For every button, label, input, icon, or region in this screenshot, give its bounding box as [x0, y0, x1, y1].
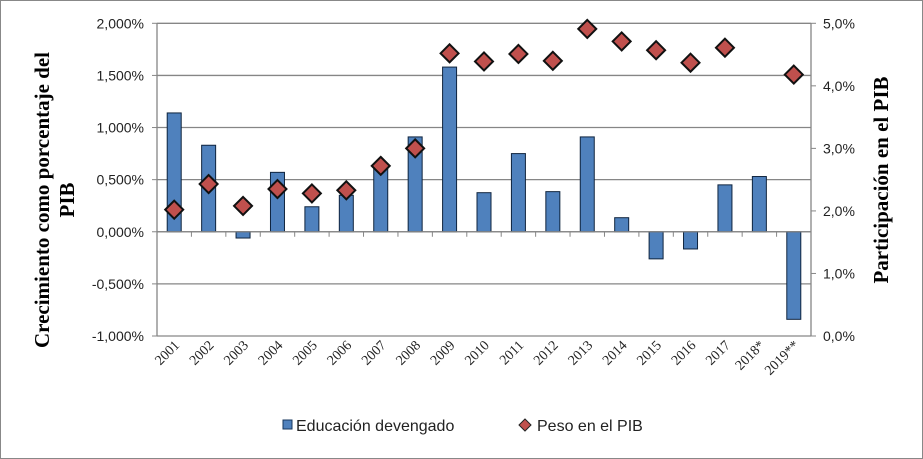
- point-2012: [542, 50, 564, 72]
- point-2005: [301, 182, 323, 204]
- point-2013: [576, 18, 598, 40]
- point-2019**: [783, 64, 805, 85]
- y-axis-title-line1: Crecimiento como porcentaje del: [30, 52, 54, 348]
- y2-tick-label: 5,0%: [823, 15, 855, 31]
- point-2015: [645, 39, 667, 61]
- point-2016: [680, 52, 701, 74]
- y-tick-label: 2,000%: [97, 15, 144, 31]
- y2-tick-label: 3,0%: [823, 140, 855, 156]
- y2-tick-label: 4,0%: [823, 78, 855, 94]
- y-axis-title-line2: PIB: [55, 182, 79, 217]
- point-2010: [473, 51, 495, 72]
- y-tick-label: -1,000%: [92, 328, 144, 344]
- point-2003: [232, 195, 254, 217]
- point-2002: [198, 173, 220, 195]
- bar-2005: [304, 206, 320, 233]
- bar-2011: [510, 153, 526, 233]
- legend: Educación devengado Peso en el PIB: [282, 418, 643, 435]
- y2-axis-title: Participación en el PIB: [869, 76, 893, 283]
- bar-2010: [476, 192, 492, 233]
- point-2017: [714, 37, 736, 59]
- legend-label-educacion: Educación devengado: [296, 418, 454, 435]
- point-2004: [267, 178, 288, 200]
- point-2011: [508, 43, 529, 65]
- bar-2003: [235, 231, 251, 239]
- bar-2015: [648, 231, 664, 260]
- bar-2006: [338, 194, 354, 233]
- point-2014: [611, 31, 633, 52]
- legend-label-peso: Peso en el PIB: [537, 418, 643, 435]
- y-tick-label: 0,500%: [97, 172, 144, 188]
- y-tick-label: 1,500%: [97, 67, 144, 83]
- legend-bar-swatch: [282, 419, 293, 430]
- bar-2018*: [751, 176, 767, 233]
- bar-2016: [683, 231, 699, 250]
- point-2008: [404, 137, 426, 159]
- y2-tick-label: 2,0%: [823, 203, 855, 219]
- bar-2013: [579, 136, 595, 233]
- y-tick-label: -0,500%: [92, 276, 144, 292]
- y-tick-label: 1,000%: [97, 120, 144, 136]
- bar-2017: [717, 184, 733, 233]
- bar-2019**: [786, 231, 802, 320]
- y-tick-label: 0,000%: [97, 224, 144, 240]
- point-2001: [163, 199, 185, 221]
- bar-2009: [442, 66, 458, 233]
- point-2006: [335, 179, 357, 201]
- y2-tick-label: 1,0%: [823, 265, 855, 281]
- legend-diamond-swatch: [518, 418, 532, 432]
- bar-2014: [614, 217, 630, 233]
- y2-tick-label: 0,0%: [823, 328, 855, 344]
- bar-2007: [373, 166, 389, 233]
- point-2007: [370, 155, 392, 177]
- bar-2012: [545, 191, 561, 233]
- point-2009: [439, 42, 460, 64]
